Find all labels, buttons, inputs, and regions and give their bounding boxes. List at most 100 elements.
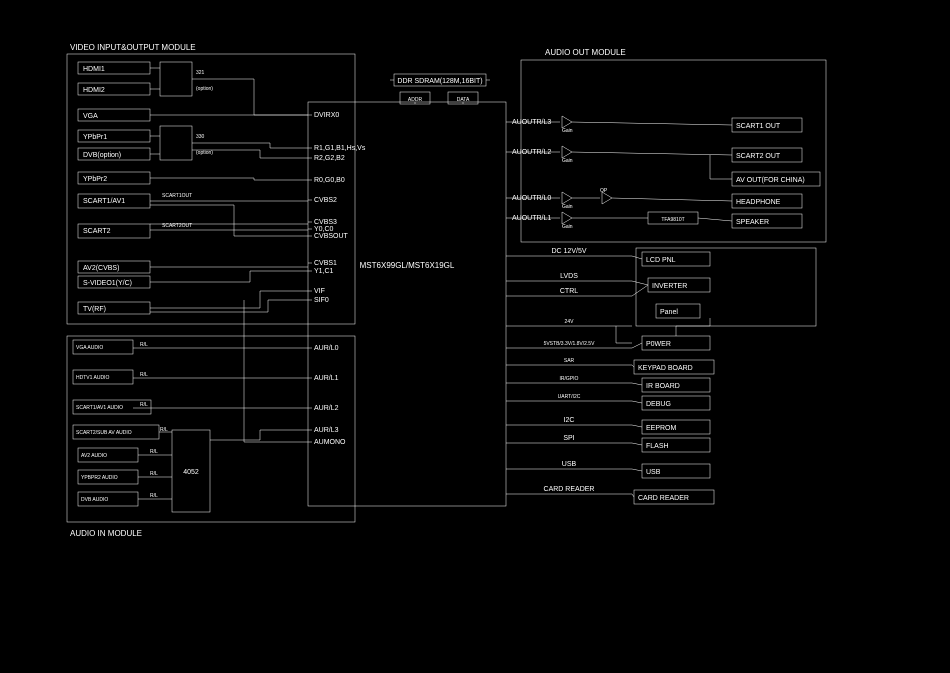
mod-power-label: P0WER [646,341,671,348]
port-aurl3: AUR/L3 [314,427,339,434]
sig-cardr-label: CARD READER [544,486,595,493]
svg-text:(option): (option) [196,86,213,92]
aout-scart1out-label: SCART1 OUT [736,123,781,130]
aout-speaker-label: SPEAKER [736,219,769,226]
ain-scart1_audio-label: SCART1/AV1 AUDIO [76,405,123,411]
svg-text:R/L: R/L [140,342,148,348]
ddr-label: DDR SDRAM(128M,16BIT) [397,78,482,85]
sig-i2c-label: I2C [564,417,575,424]
vin-av2-label: AV2(CVBS) [83,265,119,272]
svg-text:(option): (option) [196,150,213,156]
port-cvbs3: CVBS3 [314,219,337,226]
wire-power-panel [676,318,710,336]
vin-ypbpr1-label: YPbPr1 [83,134,107,141]
wire-sif-aumono [244,300,308,442]
sig-uart-label: UART/I2C [558,394,581,400]
sig-p24v-label: 24V [565,319,575,325]
heading-video-io: VIDEO INPUT&OUTPUT MODULE [70,43,196,52]
vin-ypbpr2-label: YPbPr2 [83,176,107,183]
ain-av2_audio-label: AV2 AUDIO [81,453,107,459]
sig-stb-label: 5VSTB/3.3V/1.8V/2.5V [544,341,596,347]
mod-debug-label: DEBUG [646,401,671,408]
sig-irgpio-label: IR/GPIO [560,376,579,382]
port-cvbsout: CVBSOUT [314,233,349,240]
svg-text:321: 321 [196,70,205,76]
mod-panel-label: Panel [660,309,678,316]
mux-4052-label: 4052 [183,469,199,476]
port-aurl1: AUR/L1 [314,375,339,382]
port-vif: VIF [314,288,325,295]
svg-text:Gain: Gain [562,128,573,134]
wire-mux-aurl3 [210,430,308,440]
wire-24v [616,326,632,343]
port-aurl0: AUR/L0 [314,345,339,352]
port-r0g0b0: R0,G0,B0 [314,177,345,184]
mod-eeprom-label: EEPROM [646,425,677,432]
vin-scart1-label: SCART1/AV1 [83,198,125,205]
svg-text:R/L: R/L [150,471,158,477]
mod-flash-label: FLASH [646,443,669,450]
aout-headphone-label: HEADPHONE [736,199,781,206]
vin-vga-label: VGA [83,113,98,120]
mod-lcdpnl-label: LCD PNL [646,257,676,264]
port-dvirx0: DVIRX0 [314,112,339,119]
ain-dvb_audio-label: DVB AUDIO [81,497,108,503]
ain-ypbpr2_audio-label: YPBPR2 AUDIO [81,475,118,481]
aout-scart2out-label: SCART2 OUT [736,153,781,160]
mod-irboard-label: IR BOARD [646,383,680,390]
mod-keypad-label: KEYPAD BOARD [638,365,693,372]
svg-text:R/L: R/L [140,372,148,378]
ain-scart2_audio-label: SCART2/SUB AV AUDIO [76,430,132,436]
sig-sar-label: SAR [564,358,575,364]
sig-spi-label: SPI [563,435,574,442]
aout-avoutcn-label: AV OUT(FOR CHINA) [736,177,805,184]
amp-label: TFA9810T [661,217,684,223]
svg-text:R/L: R/L [150,449,158,455]
ain-vga_audio-label: VGA AUDIO [76,345,103,351]
vin-hdmi2-label: HDMI2 [83,87,105,94]
svg-text:330: 330 [196,134,205,140]
vin-hdmi1-label: HDMI1 [83,66,105,73]
port-sif0: SIF0 [314,297,329,304]
port-y1c1: Y1,C1 [314,268,334,275]
svg-text:SCART1OUT: SCART1OUT [162,193,192,199]
sig-lvds-label: LVDS [560,273,578,280]
vin-scart2-label: SCART2 [83,228,111,235]
mod-cardr2-label: CARD READER [638,495,689,502]
port-rgbhv: R1,G1,B1,Hs,Vs [314,145,366,152]
main-chip-label: MST6X99GL/MST6X19GL [360,261,455,270]
heading-audio-in: AUDIO IN MODULE [70,529,142,538]
wire-321-dvirx0 [192,79,308,115]
svg-text:DATA: DATA [457,97,470,103]
svg-text:Gain: Gain [562,204,573,210]
ain-hdtv1_audio-label: HDTV1 AUDIO [76,375,109,381]
port-y0c0: Y0,C0 [314,226,334,233]
port-auoutrl2: AUOUTR/L2 [512,149,551,156]
heading-audio-out: AUDIO OUT MODULE [545,48,626,57]
svg-text:R/L: R/L [140,402,148,408]
switch-330 [160,126,192,160]
mod-usb2-label: USB [646,469,661,476]
wire-330-rgb [192,143,308,148]
vin-tvrf-label: TV(RF) [83,306,106,313]
block-diagram: VIDEO INPUT&OUTPUT MODULE AUDIO OUT MODUL… [0,0,950,673]
wire-l2-avoutcn [710,155,732,179]
svg-text:R/L: R/L [150,493,158,499]
sig-dc-label: DC 12V/5V [551,248,586,255]
svg-text:Gain: Gain [562,158,573,164]
region-audio-in [67,336,355,522]
sig-usb-label: USB [562,461,577,468]
svg-text:Gain: Gain [562,224,573,230]
port-cvbs2: CVBS2 [314,197,337,204]
vin-dvbopt-label: DVB(option) [83,152,121,159]
port-auoutrl1: AUOUTR/L1 [512,215,551,222]
port-r2g2b2: R2,G2,B2 [314,155,345,162]
port-auoutrl3: AUOUTR/L3 [512,119,551,126]
port-cvbs1: CVBS1 [314,260,337,267]
port-aumono: AUMONO [314,439,346,446]
switch-321 [160,62,192,96]
port-aurl2: AUR/L2 [314,405,339,412]
vin-svideo-label: S-VIDEO1(Y/C) [83,280,132,287]
port-auoutrl0: AUOUTR/L0 [512,195,551,202]
svg-text:OP: OP [600,188,608,194]
